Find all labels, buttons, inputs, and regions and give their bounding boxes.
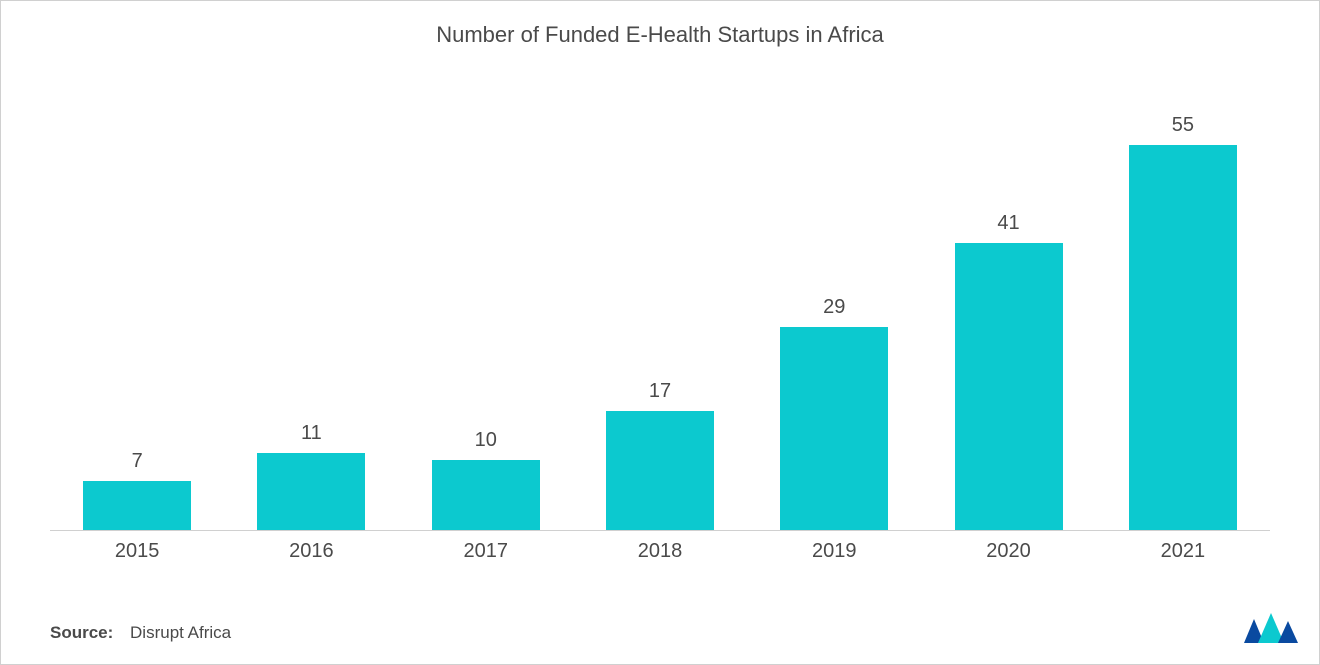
x-axis-label: 2021 — [1096, 540, 1270, 563]
bar-col: 7 — [50, 110, 224, 530]
bar-col: 10 — [399, 110, 573, 530]
x-axis-label: 2017 — [399, 540, 573, 563]
bar-col: 55 — [1096, 110, 1270, 530]
bar-value-label: 10 — [475, 429, 497, 452]
bar-col: 17 — [573, 110, 747, 530]
bar-value-label: 41 — [997, 212, 1019, 235]
x-axis-label: 2015 — [50, 540, 224, 563]
bar — [432, 460, 540, 530]
source-citation: Source: Disrupt Africa — [50, 623, 231, 643]
source-value: Disrupt Africa — [130, 623, 231, 642]
bar — [606, 411, 714, 530]
bar-value-label: 17 — [649, 380, 671, 403]
bar — [257, 453, 365, 530]
bar-col: 41 — [921, 110, 1095, 530]
source-label: Source: — [50, 623, 113, 642]
x-axis-line — [50, 530, 1270, 531]
bar-col: 29 — [747, 110, 921, 530]
bar — [780, 327, 888, 530]
x-axis-label: 2016 — [224, 540, 398, 563]
x-axis-label: 2019 — [747, 540, 921, 563]
x-axis-labels-row: 2015201620172018201920202021 — [50, 540, 1270, 563]
x-axis-label: 2018 — [573, 540, 747, 563]
x-axis-label: 2020 — [921, 540, 1095, 563]
brand-logo-icon — [1244, 613, 1298, 643]
bar — [83, 481, 191, 530]
bar-value-label: 55 — [1172, 114, 1194, 137]
bar-col: 11 — [224, 110, 398, 530]
bar-plot-area: 7 11 10 17 29 41 55 — [50, 110, 1270, 530]
bar — [1129, 145, 1237, 530]
bar-value-label: 7 — [132, 450, 143, 473]
bar-value-label: 29 — [823, 296, 845, 319]
chart-title: Number of Funded E-Health Startups in Af… — [0, 22, 1320, 48]
bar — [955, 243, 1063, 530]
bar-value-label: 11 — [301, 422, 322, 445]
